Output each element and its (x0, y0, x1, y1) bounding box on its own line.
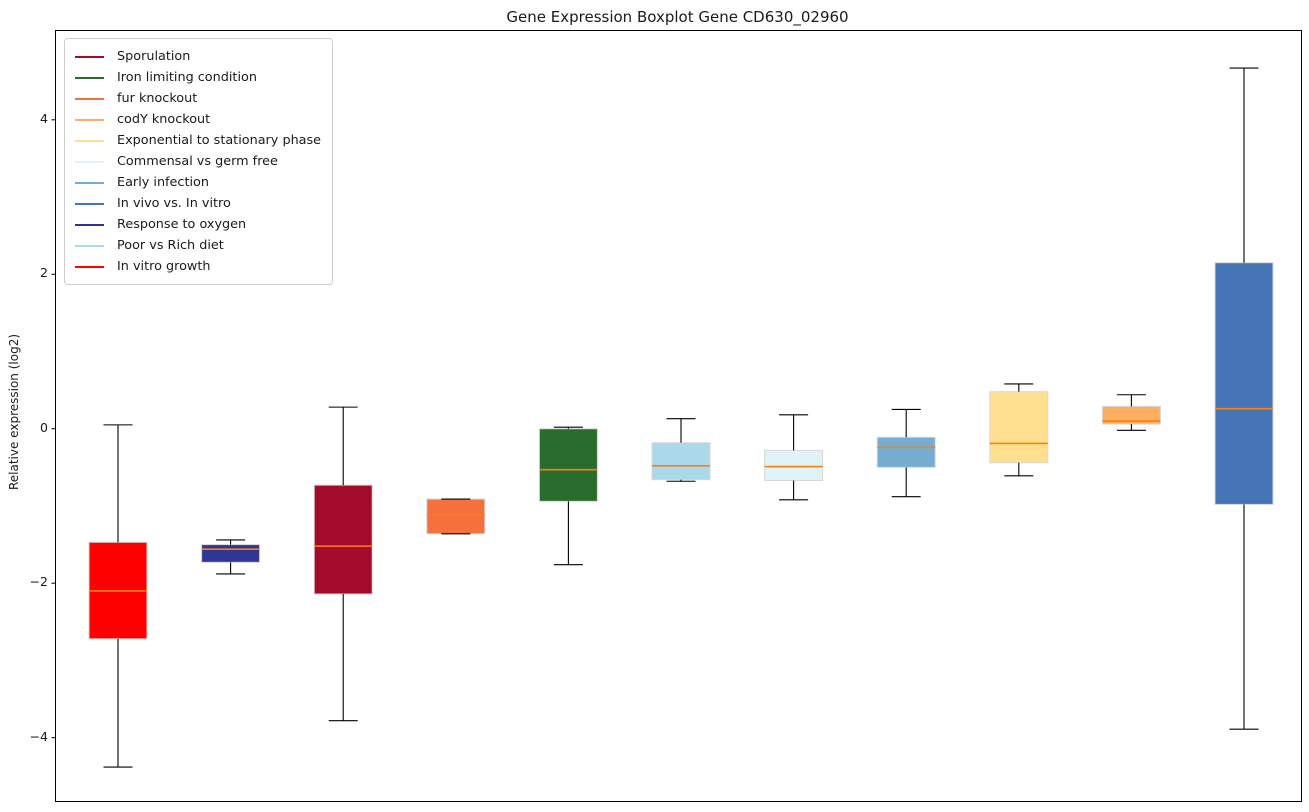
legend-label: Commensal vs germ free (117, 154, 278, 169)
legend-line-swatch (75, 265, 104, 268)
y-tick-label: −2 (29, 574, 48, 590)
boxplot-group (1101, 394, 1161, 431)
legend-item: In vitro growth (75, 256, 321, 277)
legend-line-swatch (75, 160, 104, 163)
legend-item: fur knockout (75, 88, 321, 109)
y-tick-label: 0 (40, 419, 48, 435)
legend-line-swatch (75, 118, 104, 121)
boxplot-group (426, 498, 486, 535)
plot-area: Sporulation Iron limiting condition fur kn… (51, 30, 1302, 802)
legend-line-swatch (75, 76, 104, 79)
legend-line-swatch (75, 202, 104, 205)
legend-label: Sporulation (117, 49, 191, 64)
legend-label: In vitro growth (117, 259, 211, 274)
box-rect (201, 544, 261, 563)
legend-line-swatch (75, 244, 104, 247)
legend-item: Response to oxygen (75, 214, 321, 235)
boxplot-group (1214, 67, 1274, 730)
boxplot-group (88, 424, 148, 768)
box-rect (989, 391, 1049, 464)
legend-label: Poor vs Rich diet (117, 238, 224, 253)
legend-line-swatch (75, 97, 104, 100)
y-tick-label: 4 (40, 110, 48, 126)
boxplot-group (313, 406, 373, 722)
legend-item: Early infection (75, 172, 321, 193)
legend-line-swatch (75, 223, 104, 226)
box-rect (876, 436, 936, 468)
legend-line-swatch (75, 181, 104, 184)
legend-label: Response to oxygen (117, 217, 247, 232)
boxplot-group (651, 418, 711, 482)
legend-item: codY knockout (75, 109, 321, 130)
chart-title: Gene Expression Boxplot Gene CD630_02960 (506, 8, 849, 26)
legend-line-swatch (75, 139, 104, 142)
box-rect (1214, 262, 1274, 505)
boxplot-group (201, 539, 261, 575)
legend-line-swatch (75, 55, 104, 58)
boxplot-group (538, 426, 598, 566)
boxplot-group (764, 414, 824, 501)
legend-item: Poor vs Rich diet (75, 235, 321, 256)
box-rect (764, 449, 824, 481)
legend-item: Iron limiting condition (75, 67, 321, 88)
boxplot-canvas (51, 67, 1274, 768)
y-tick-label: −4 (29, 728, 48, 744)
legend-item: Commensal vs germ free (75, 151, 321, 172)
legend-label: In vivo vs. In vitro (117, 196, 231, 211)
boxplot-group (876, 408, 936, 498)
box-rect (426, 498, 486, 535)
legend-item: In vivo vs. In vitro (75, 193, 321, 214)
legend-label: fur knockout (117, 91, 198, 106)
legend-item: Exponential to stationary phase (75, 130, 321, 151)
box-rect (313, 484, 373, 595)
legend-label: Early infection (117, 175, 209, 190)
boxplot-group (989, 383, 1049, 477)
legend-label: Iron limiting condition (117, 70, 257, 85)
legend-label: codY knockout (117, 112, 211, 127)
y-tick-label: 2 (40, 265, 48, 281)
box-rect (538, 428, 598, 502)
y-axis-label: Relative expression (log2) (7, 333, 21, 491)
legend-item: Sporulation (75, 46, 321, 67)
legend-label: Exponential to stationary phase (117, 133, 322, 148)
legend: Sporulation Iron limiting condition fur kn… (64, 38, 334, 285)
box-rect (651, 442, 711, 481)
